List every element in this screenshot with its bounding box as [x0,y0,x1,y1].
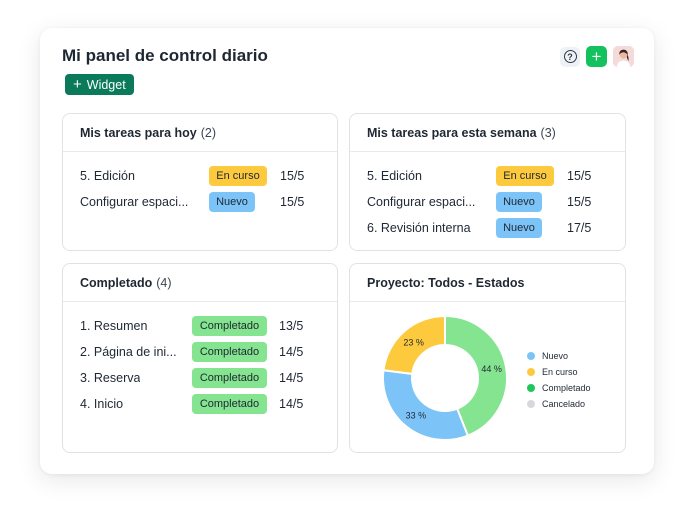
legend-dot-icon [527,400,535,408]
plus-icon: + [73,76,82,93]
dashboard-card: Mi panel de control diario + Widget ? + … [40,28,654,474]
legend-dot-icon [527,368,535,376]
status-badge: En curso [496,166,554,186]
panel-header: Proyecto: Todos - Estados [350,264,625,302]
task-row[interactable]: 4. Inicio Completado 14/5 [80,393,327,415]
task-name: 2. Página de ini... [80,345,177,359]
panel-header: Mis tareas para hoy (2) [63,114,337,152]
panel-title: Mis tareas para esta semana [367,125,537,140]
week-tasks-panel: Mis tareas para esta semana (3) 5. Edici… [349,113,626,251]
task-name: 3. Reserva [80,371,141,385]
legend-item[interactable]: En curso [527,364,591,380]
status-badge: Nuevo [496,192,542,212]
slice-label: 44 % [481,364,502,374]
panel-header: Completado (4) [63,264,337,302]
status-badge: Completado [192,316,267,336]
task-name: 5. Edición [80,169,135,183]
legend-label: Cancelado [542,399,586,409]
help-icon: ? [563,50,577,63]
status-badge: Nuevo [209,192,255,212]
task-date: 15/5 [567,169,592,183]
add-button[interactable]: + [586,46,607,67]
legend-label: Nuevo [542,351,569,361]
task-date: 14/5 [279,371,304,385]
header-actions: ? + [560,46,634,67]
legend-item[interactable]: Cancelado [527,396,591,412]
legend-item[interactable]: Completado [527,380,591,396]
task-row[interactable]: 5. Edición En curso 15/5 [367,165,615,187]
user-avatar-icon [613,46,634,67]
legend-item[interactable]: Nuevo [527,348,591,364]
legend-dot-icon [527,384,535,392]
status-badge: Completado [192,368,267,388]
task-name: Configurar espaci... [80,195,189,209]
legend-dot-icon [527,352,535,360]
task-row[interactable]: 6. Revisión interna Nuevo 17/5 [367,217,615,239]
task-date: 17/5 [567,221,592,235]
task-row[interactable]: 5. Edición En curso 15/5 [80,165,327,187]
task-date: 15/5 [280,195,305,209]
task-date: 14/5 [279,397,304,411]
status-badge: En curso [209,166,267,186]
completed-tasks-panel: Completado (4) 1. Resumen Completado 13/… [62,263,338,453]
slice-label: 33 % [406,411,427,421]
pie-slice-completado[interactable] [444,314,508,437]
task-name: 4. Inicio [80,397,124,411]
widget-button-label: Widget [86,77,126,92]
status-badge: Completado [192,394,267,414]
status-badge: Nuevo [496,218,542,238]
page-title: Mi panel de control diario [62,46,268,65]
pie-slice-nuevo[interactable] [382,369,470,441]
task-row[interactable]: 1. Resumen Completado 13/5 [80,315,327,337]
slice-label: 23 % [403,337,424,347]
today-tasks-panel: Mis tareas para hoy (2) 5. Edición En cu… [62,113,338,251]
task-row[interactable]: 2. Página de ini... Completado 14/5 [80,341,327,363]
project-status-panel: Proyecto: Todos - Estados 44 % 33 % 23 % N… [349,263,626,453]
task-date: 13/5 [279,319,304,333]
chart-legend: Nuevo En curso Completado Cancelado [527,348,591,412]
panel-count: (4) [156,275,172,290]
task-name: Configurar espaci... [367,195,476,209]
legend-label: Completado [542,383,591,393]
panel-title: Mis tareas para hoy [80,125,197,140]
task-row[interactable]: Configurar espaci... Nuevo 15/5 [367,191,615,213]
status-donut-chart: 44 % 33 % 23 % [382,314,508,441]
plus-icon: + [591,47,602,66]
panel-title: Completado [80,275,153,290]
add-widget-button[interactable]: + Widget [65,74,134,95]
legend-label: En curso [542,367,578,377]
task-name: 6. Revisión interna [367,221,471,235]
status-badge: Completado [192,342,267,362]
help-button[interactable]: ? [560,46,580,67]
panel-title: Proyecto: Todos - Estados [367,275,525,290]
task-row[interactable]: Configurar espaci... Nuevo 15/5 [80,191,327,213]
avatar[interactable] [613,46,634,67]
panel-count: (2) [200,125,216,140]
task-date: 14/5 [279,345,304,359]
task-name: 5. Edición [367,169,422,183]
panel-header: Mis tareas para esta semana (3) [350,114,625,152]
task-date: 15/5 [280,169,305,183]
task-name: 1. Resumen [80,319,148,333]
pie-slice-en-curso[interactable] [382,314,446,375]
panel-count: (3) [540,125,556,140]
task-row[interactable]: 3. Reserva Completado 14/5 [80,367,327,389]
task-date: 15/5 [567,195,592,209]
